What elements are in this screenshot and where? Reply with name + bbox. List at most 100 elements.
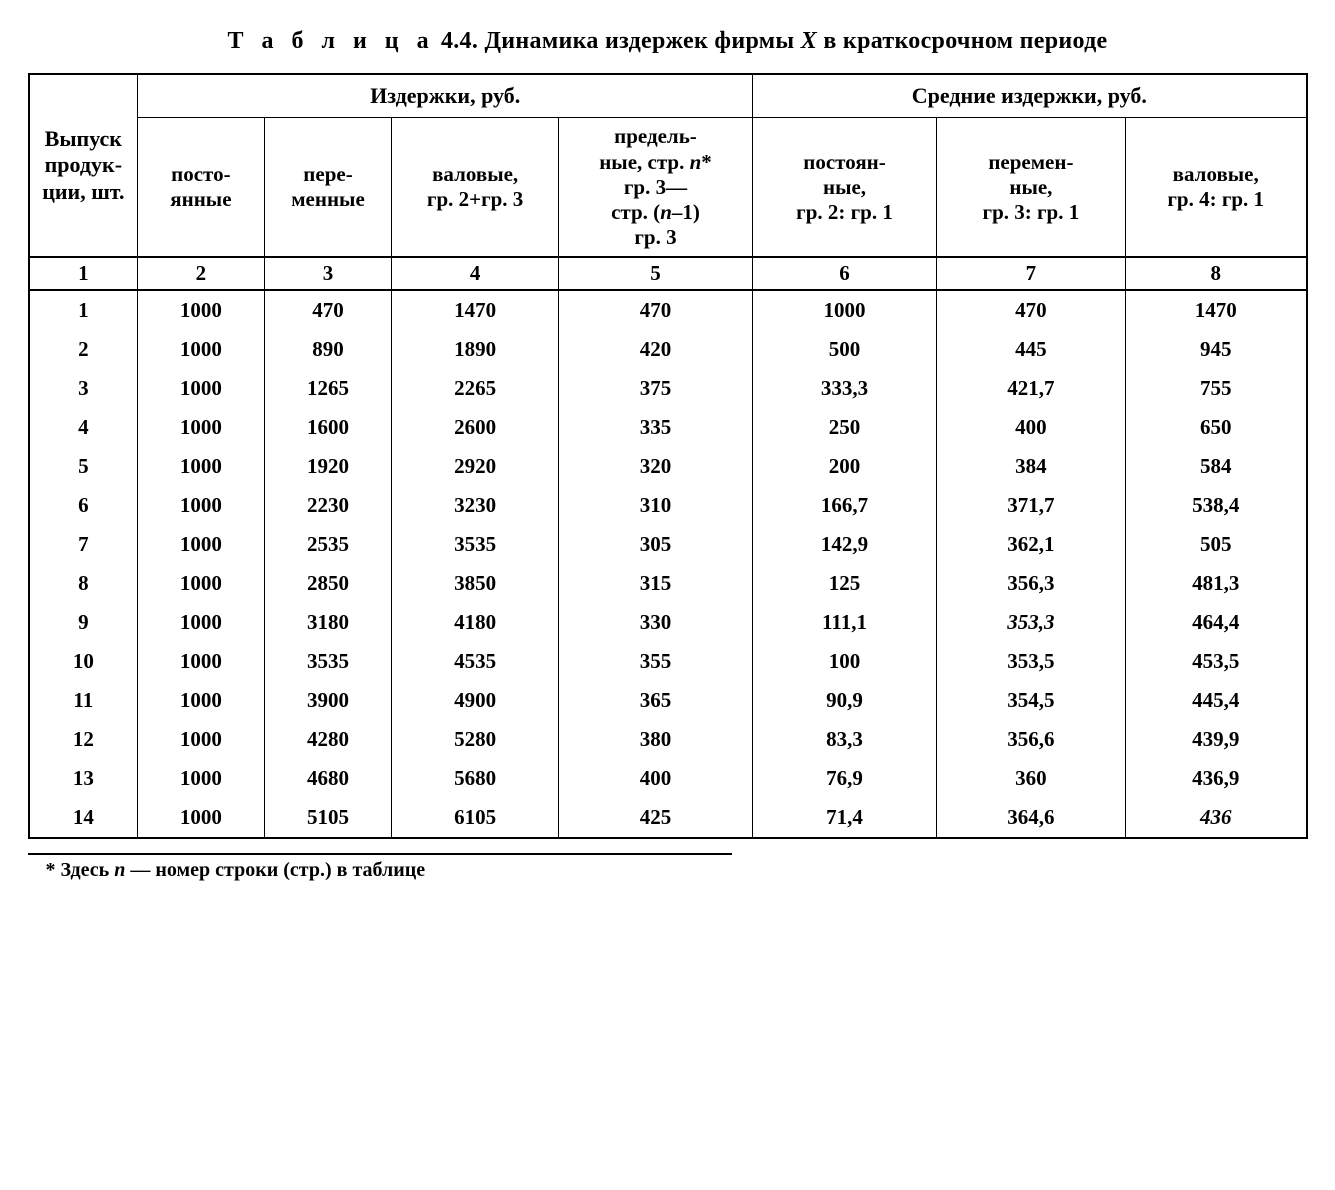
table-cell: 4680 (264, 759, 392, 798)
table-row: 1110003900490036590,9354,5445,4 (29, 681, 1307, 720)
table-cell: 1600 (264, 408, 392, 447)
table-cell: 4 (29, 408, 138, 447)
table-cell: 5280 (392, 720, 558, 759)
table-cell: 356,3 (936, 564, 1125, 603)
table-cell: 420 (558, 330, 752, 369)
table-cell: 11 (29, 681, 138, 720)
footnote-after: — номер строки (стр.) в таблице (130, 859, 425, 881)
table-cell: 1265 (264, 369, 392, 408)
table-cell: 1000 (138, 759, 264, 798)
table-cell: 5680 (392, 759, 558, 798)
footnote-before: Здесь (61, 859, 110, 881)
table-cell: 4900 (392, 681, 558, 720)
table-cell: 4535 (392, 642, 558, 681)
table-row: 4100016002600335250400650 (29, 408, 1307, 447)
table-cell: 1000 (138, 720, 264, 759)
table-cell: 400 (558, 759, 752, 798)
table-cell: 464,4 (1125, 603, 1306, 642)
table-cell: 3 (29, 369, 138, 408)
table-cell: 650 (1125, 408, 1306, 447)
column-number-row: 1 2 3 4 5 6 7 8 (29, 257, 1307, 290)
table-cell: 1000 (138, 290, 264, 330)
table-cell: 364,6 (936, 798, 1125, 838)
caption-label: Т а б л и ц а (228, 28, 435, 54)
table-cell: 320 (558, 447, 752, 486)
table-cell: 3230 (392, 486, 558, 525)
table-cell: 2850 (264, 564, 392, 603)
colnum: 6 (753, 257, 937, 290)
table-cell: 1 (29, 290, 138, 330)
table-cell: 10 (29, 642, 138, 681)
table-cell: 2920 (392, 447, 558, 486)
table-cell: 1470 (392, 290, 558, 330)
colnum: 7 (936, 257, 1125, 290)
table-cell: 538,4 (1125, 486, 1306, 525)
footnote-star: * (46, 859, 56, 881)
table-cell: 14 (29, 798, 138, 838)
table-cell: 71,4 (753, 798, 937, 838)
table-cell: 4180 (392, 603, 558, 642)
header-avg-variable: перемен-ные,гр. 3: гр. 1 (936, 118, 1125, 257)
table-cell: 445 (936, 330, 1125, 369)
caption-text-before: Динамика издержек фирмы (484, 28, 794, 54)
table-cell: 111,1 (753, 603, 937, 642)
table-cell: 4280 (264, 720, 392, 759)
table-cell: 3180 (264, 603, 392, 642)
table-cell: 355 (558, 642, 752, 681)
table-cell: 755 (1125, 369, 1306, 408)
table-cell: 500 (753, 330, 937, 369)
table-cell: 310 (558, 486, 752, 525)
table-cell: 1890 (392, 330, 558, 369)
table-cell: 481,3 (1125, 564, 1306, 603)
table-cell: 505 (1125, 525, 1306, 564)
table-cell: 76,9 (753, 759, 937, 798)
table-cell: 1000 (753, 290, 937, 330)
table-cell: 2600 (392, 408, 558, 447)
table-cell: 453,5 (1125, 642, 1306, 681)
footnote-variable: n (114, 859, 125, 881)
table-cell: 354,5 (936, 681, 1125, 720)
table-row: 11000470147047010004701470 (29, 290, 1307, 330)
table-cell: 360 (936, 759, 1125, 798)
table-cell: 421,7 (936, 369, 1125, 408)
table-caption: Т а б л и ц а 4.4. Динамика издержек фир… (28, 28, 1308, 55)
table-cell: 250 (753, 408, 937, 447)
colnum: 8 (1125, 257, 1306, 290)
table-cell: 353,5 (936, 642, 1125, 681)
table-cell: 384 (936, 447, 1125, 486)
table-cell: 166,7 (753, 486, 937, 525)
colnum: 2 (138, 257, 264, 290)
table-cell: 2 (29, 330, 138, 369)
colnum: 3 (264, 257, 392, 290)
table-cell: 425 (558, 798, 752, 838)
table-cell: 13 (29, 759, 138, 798)
table-cell: 335 (558, 408, 752, 447)
caption-text-after: в краткосрочном периоде (823, 28, 1107, 54)
header-avg-total: валовые,гр. 4: гр. 1 (1125, 118, 1306, 257)
table-cell: 2535 (264, 525, 392, 564)
table-cell: 1000 (138, 447, 264, 486)
table-cell: 1470 (1125, 290, 1306, 330)
table-cell: 125 (753, 564, 937, 603)
table-cell: 362,1 (936, 525, 1125, 564)
table-cell: 400 (936, 408, 1125, 447)
table-cell: 371,7 (936, 486, 1125, 525)
table-cell: 375 (558, 369, 752, 408)
table-cell: 142,9 (753, 525, 937, 564)
table-cell: 90,9 (753, 681, 937, 720)
caption-number: 4.4. (441, 28, 478, 54)
table-cell: 380 (558, 720, 752, 759)
table-cell: 2230 (264, 486, 392, 525)
caption-variable: X (801, 28, 817, 54)
footnote: * Здесь n — номер строки (стр.) в таблиц… (28, 859, 1308, 882)
table-cell: 1000 (138, 564, 264, 603)
table-cell: 1000 (138, 330, 264, 369)
table-cell: 436,9 (1125, 759, 1306, 798)
table-cell: 584 (1125, 447, 1306, 486)
table-cell: 470 (936, 290, 1125, 330)
table-cell: 1000 (138, 408, 264, 447)
header-total: валовые,гр. 2+гр. 3 (392, 118, 558, 257)
table-cell: 3535 (392, 525, 558, 564)
table-cell: 436 (1125, 798, 1306, 838)
table-cell: 356,6 (936, 720, 1125, 759)
